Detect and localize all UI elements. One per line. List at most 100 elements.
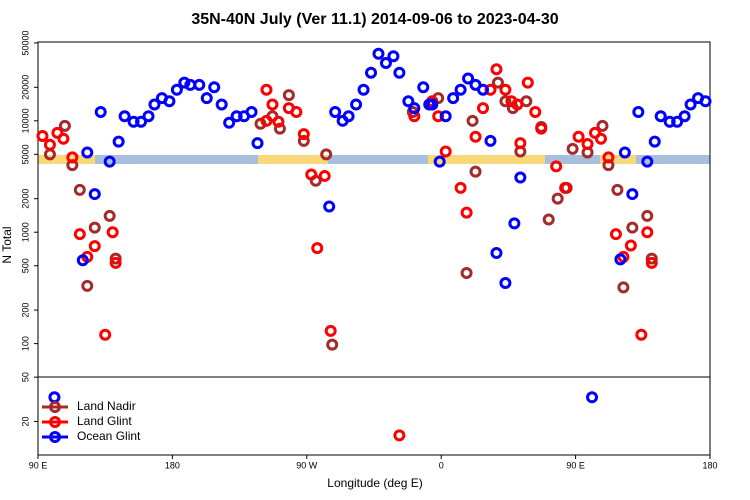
point	[103, 209, 116, 222]
x-tick-label: 90 E	[566, 460, 585, 470]
point	[490, 63, 503, 76]
point	[290, 105, 303, 118]
point	[170, 83, 183, 96]
point	[617, 281, 630, 294]
point	[611, 183, 624, 196]
point	[43, 148, 56, 161]
land-strip	[600, 155, 636, 164]
point	[462, 72, 475, 85]
point	[609, 228, 622, 241]
point	[521, 76, 534, 89]
point	[645, 256, 658, 269]
point	[342, 110, 355, 123]
point	[499, 277, 512, 290]
point	[200, 92, 213, 105]
point	[626, 188, 639, 201]
point	[663, 115, 676, 128]
point	[208, 81, 221, 94]
point	[586, 391, 599, 404]
point	[417, 81, 430, 94]
point	[393, 66, 406, 79]
point	[135, 115, 148, 128]
point	[477, 83, 490, 96]
point	[393, 429, 406, 442]
y-tick-label: 1000	[20, 222, 30, 242]
point	[490, 247, 503, 260]
point	[433, 155, 446, 168]
point	[535, 122, 548, 135]
point	[273, 122, 286, 135]
y-tick-label: 50000	[20, 30, 30, 55]
point	[318, 169, 331, 182]
point	[178, 76, 191, 89]
point	[109, 256, 122, 269]
point	[596, 119, 609, 132]
point	[466, 114, 479, 127]
point	[223, 116, 236, 129]
point	[654, 110, 667, 123]
point	[297, 134, 310, 147]
legend-item: Land Nadir	[42, 399, 136, 413]
point	[602, 151, 615, 164]
point	[81, 279, 94, 292]
legend-marker	[49, 431, 61, 443]
point	[678, 110, 691, 123]
point	[641, 155, 654, 168]
point	[99, 328, 112, 341]
point	[454, 83, 467, 96]
point	[260, 83, 273, 96]
point	[614, 253, 627, 266]
x-tick-label: 90 E	[29, 460, 48, 470]
point	[408, 102, 421, 115]
point	[215, 98, 228, 111]
legend-item: Land Glint	[42, 414, 132, 428]
y-tick-label: 20	[20, 416, 30, 426]
x-axis-label: Longitude (deg E)	[327, 476, 422, 490]
point	[684, 98, 697, 111]
point	[260, 114, 273, 127]
y-tick-label: 200	[20, 303, 30, 318]
point	[365, 66, 378, 79]
point	[230, 110, 243, 123]
legend-label: Land Glint	[77, 414, 132, 428]
land-strip	[38, 155, 95, 164]
point	[109, 252, 122, 265]
point	[311, 242, 324, 255]
point	[551, 192, 564, 205]
point	[594, 132, 607, 145]
point	[66, 151, 79, 164]
x-tick-label: 90 W	[296, 460, 318, 470]
legend-marker	[49, 401, 61, 413]
point	[350, 98, 363, 111]
legend-label: Land Nadir	[77, 399, 136, 413]
point	[514, 137, 527, 150]
point	[103, 155, 116, 168]
point	[581, 137, 594, 150]
point	[559, 181, 572, 194]
point	[251, 137, 264, 150]
y-tick-label: 10000	[20, 108, 30, 133]
point	[142, 110, 155, 123]
point	[48, 391, 61, 404]
point	[163, 95, 176, 108]
point	[447, 92, 460, 105]
ocean-strip	[38, 155, 710, 164]
point	[484, 134, 497, 147]
point	[514, 171, 527, 184]
point	[73, 228, 86, 241]
chart-title: 35N-40N July (Ver 11.1) 2014-09-06 to 20…	[191, 11, 558, 28]
point	[469, 165, 482, 178]
y-tick-label: 100	[20, 336, 30, 351]
legend-label: Ocean Glint	[77, 429, 141, 443]
point	[469, 130, 482, 143]
y-tick-label: 500	[20, 258, 30, 273]
point	[51, 126, 64, 139]
point	[43, 138, 56, 151]
point	[112, 135, 125, 148]
point	[88, 240, 101, 253]
point	[88, 188, 101, 201]
point	[297, 128, 310, 141]
point	[329, 105, 342, 118]
point	[542, 213, 555, 226]
